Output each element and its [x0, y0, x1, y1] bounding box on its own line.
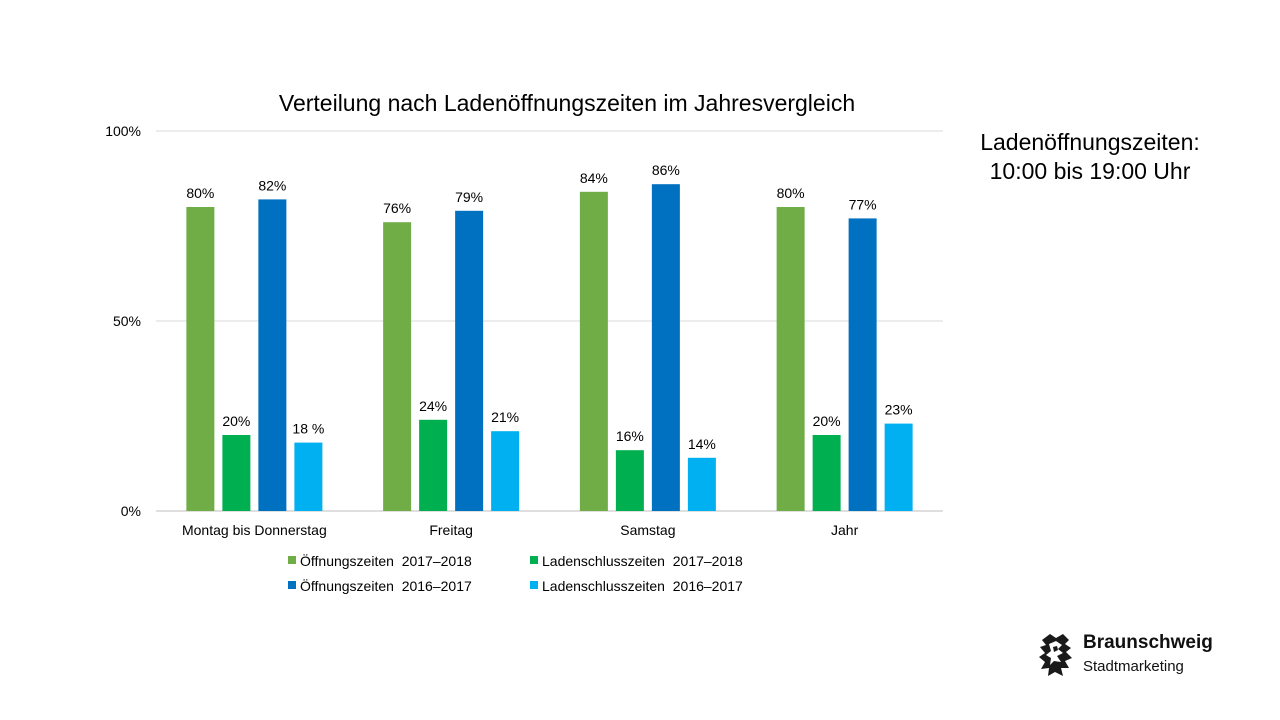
- y-tick-label: 50%: [113, 313, 141, 329]
- legend-swatch: [530, 581, 538, 589]
- x-tick-label: Montag bis Donnerstag: [182, 522, 327, 538]
- bar: [687, 457, 716, 511]
- legend-label: Öffnungszeiten 2017–2018: [300, 552, 472, 569]
- legend-swatch: [530, 556, 538, 564]
- y-tick-label: 0%: [121, 503, 141, 519]
- bar: [812, 435, 841, 511]
- bar: [491, 431, 520, 511]
- bar: [383, 222, 412, 511]
- logo-subtitle: Stadtmarketing: [1083, 658, 1184, 675]
- legend-label: Ladenschlusszeiten 2016–2017: [542, 578, 743, 594]
- braunschweig-logo: Braunschweig Stadtmarketing: [1036, 632, 1256, 682]
- chart-title: Verteilung nach Ladenöffnungszeiten im J…: [279, 90, 855, 116]
- data-label: 84%: [580, 170, 608, 186]
- bar: [848, 218, 877, 511]
- bar: [651, 184, 680, 511]
- data-label: 20%: [813, 413, 841, 429]
- data-label: 14%: [688, 436, 716, 452]
- x-tick-label: Freitag: [429, 522, 473, 538]
- data-label: 16%: [616, 428, 644, 444]
- bar: [294, 442, 323, 511]
- data-label: 18 %: [292, 421, 324, 437]
- bar: [419, 419, 448, 511]
- braunschweig-lion-icon: [1039, 634, 1072, 676]
- bar: [579, 191, 608, 512]
- legend-label: Öffnungszeiten 2016–2017: [300, 577, 472, 594]
- data-label: 79%: [455, 189, 483, 205]
- data-label: 23%: [885, 402, 913, 418]
- data-label: 77%: [849, 196, 877, 212]
- legend-swatch: [288, 581, 296, 589]
- bar: [258, 199, 287, 511]
- bar: [776, 207, 805, 511]
- legend-label: Ladenschlusszeiten 2017–2018: [542, 553, 743, 569]
- bar: [615, 450, 644, 511]
- data-label: 20%: [222, 413, 250, 429]
- data-label: 24%: [419, 398, 447, 414]
- bar: [884, 423, 913, 511]
- opening-hours-time: 10:00 bis 19:00 Uhr: [989, 158, 1191, 184]
- data-label: 80%: [777, 185, 805, 201]
- data-label: 82%: [258, 177, 286, 193]
- bar: [455, 210, 484, 512]
- x-tick-label: Jahr: [831, 522, 859, 538]
- opening-hours-note: Ladenöffnungszeiten: 10:00 bis 19:00 Uhr: [950, 128, 1230, 186]
- data-label: 80%: [186, 185, 214, 201]
- data-label: 21%: [491, 409, 519, 425]
- logo-name: Braunschweig: [1083, 632, 1213, 653]
- opening-hours-heading: Ladenöffnungszeiten:: [980, 129, 1200, 155]
- x-tick-label: Samstag: [620, 522, 675, 538]
- legend-swatch: [288, 556, 296, 564]
- data-label: 76%: [383, 200, 411, 216]
- bar: [186, 207, 215, 511]
- y-tick-label: 100%: [105, 123, 141, 139]
- data-label: 86%: [652, 162, 680, 178]
- bar: [222, 435, 251, 511]
